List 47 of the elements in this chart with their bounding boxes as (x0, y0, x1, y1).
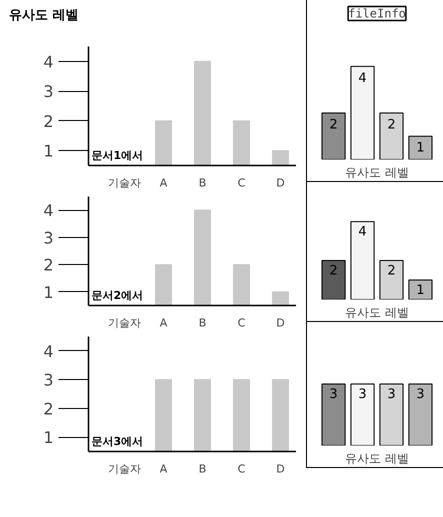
data-label: 3 (329, 387, 338, 402)
data-label: 3 (416, 387, 425, 402)
x-tick-label: D (276, 316, 285, 330)
data-label: 2 (387, 117, 396, 132)
text: 기술자 (108, 176, 141, 190)
y-tick-label: 2 (43, 256, 54, 275)
y-tick-label: 4 (43, 52, 54, 72)
text: 기술자 (108, 316, 141, 330)
text: 문서1에서 (92, 148, 144, 162)
data-label: 3 (358, 387, 367, 402)
data-label: 1 (416, 282, 425, 298)
x-tick-label: B (198, 462, 206, 476)
x-tick-label: A (160, 176, 168, 190)
x-tick-label: A (160, 462, 168, 476)
y-tick-label: 3 (43, 82, 54, 102)
x-tick-label: B (198, 176, 206, 190)
data-label: 3 (387, 387, 396, 402)
text: 문서2에서 (92, 289, 144, 302)
y-axis-title: 유사도 레벨 (9, 7, 79, 25)
y-tick-label: 4 (43, 342, 54, 361)
chart-title: fileInfo (348, 6, 406, 20)
y-tick-label: 4 (43, 201, 54, 220)
y-tick-label: 1 (43, 428, 54, 448)
x-axis-title: 유사도 레벨 (345, 166, 409, 180)
data-label: 1 (416, 140, 425, 156)
x-tick-label: C (238, 316, 246, 330)
data-label: 2 (329, 117, 338, 132)
y-tick-label: 3 (43, 228, 54, 248)
x-tick-label: B (198, 316, 206, 330)
x-tick-label: A (160, 316, 168, 330)
y-tick-label: 1 (43, 282, 54, 302)
x-tick-label: D (276, 462, 285, 476)
data-label: 4 (358, 224, 367, 240)
x-tick-label: C (238, 176, 246, 190)
x-axis-title: 유사도 레벨 (345, 452, 409, 466)
text: 기술자 (108, 462, 141, 476)
x-axis-title: 유사도 레벨 (345, 306, 409, 320)
x-tick-label: C (238, 462, 246, 476)
data-label: 2 (329, 263, 338, 278)
y-tick-label: 2 (43, 399, 54, 418)
x-tick-label: D (276, 176, 285, 190)
y-tick-label: 1 (43, 142, 54, 161)
data-label: 2 (387, 263, 396, 278)
text: 문서3에서 (92, 435, 144, 448)
y-tick-label: 3 (43, 370, 54, 390)
data-label: 4 (358, 70, 367, 86)
y-tick-label: 2 (43, 112, 54, 131)
